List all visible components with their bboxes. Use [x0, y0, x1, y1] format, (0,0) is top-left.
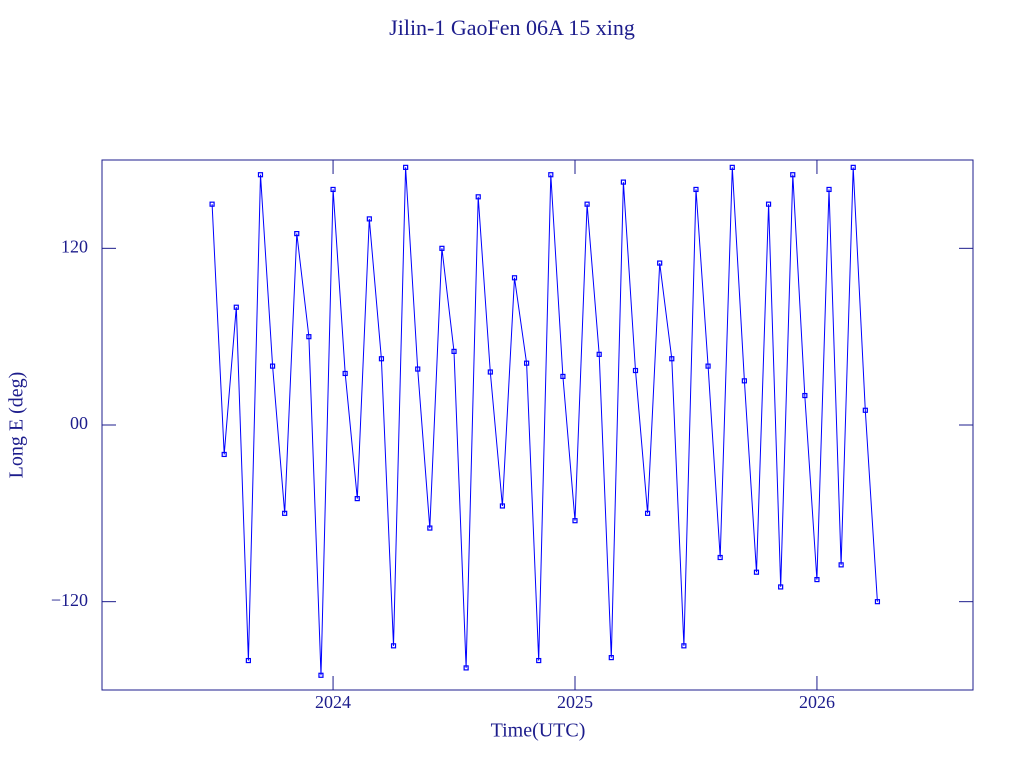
- data-point: [669, 356, 675, 362]
- data-point: [874, 599, 881, 605]
- data-point: [632, 367, 639, 374]
- data-point: [511, 275, 518, 281]
- data-point: [209, 201, 215, 207]
- data-point: [584, 201, 590, 207]
- x-tick-label: 2024: [315, 692, 351, 712]
- data-point: [753, 569, 760, 575]
- data-point: [826, 186, 832, 193]
- data-point: [463, 665, 469, 671]
- data-point: [548, 172, 554, 178]
- data-point: [596, 351, 602, 357]
- data-point: [717, 554, 723, 561]
- data-line: [211, 167, 878, 676]
- data-point: [439, 245, 445, 251]
- data-point: [838, 562, 844, 568]
- data-point: [524, 360, 530, 366]
- data-point: [790, 172, 796, 178]
- data-point: [269, 363, 276, 369]
- data-point: [427, 525, 433, 531]
- data-point: [282, 510, 288, 516]
- data-point: [729, 164, 735, 170]
- data-point: [415, 366, 421, 372]
- y-tick-label: 120: [61, 236, 88, 256]
- data-point: [644, 510, 651, 516]
- data-point: [657, 260, 663, 266]
- data-point: [499, 503, 506, 509]
- data-point: [681, 643, 687, 649]
- data-point: [802, 392, 808, 399]
- data-point: [221, 451, 227, 458]
- y-tick-label: −120: [51, 590, 88, 610]
- data-point: [536, 657, 542, 664]
- data-point: [862, 407, 868, 413]
- data-point: [741, 378, 747, 384]
- data-point: [475, 194, 481, 200]
- data-point: [403, 164, 409, 170]
- chart-title: Jilin-1 GaoFen 06A 15 xing: [389, 15, 635, 40]
- data-point: [705, 363, 711, 369]
- data-point: [257, 172, 264, 178]
- data-point: [693, 186, 699, 193]
- data-point: [560, 373, 566, 380]
- data-point: [366, 216, 372, 222]
- data-point: [608, 655, 614, 661]
- data-point: [620, 179, 626, 185]
- data-point: [294, 231, 300, 237]
- y-tick-label: 00: [70, 413, 88, 433]
- x-axis-label: Time(UTC): [491, 720, 586, 742]
- x-tick-label: 2025: [557, 692, 593, 712]
- data-point: [451, 348, 457, 354]
- data-point: [306, 334, 312, 340]
- data-point: [330, 186, 336, 193]
- data-point: [318, 672, 324, 678]
- data-point: [814, 576, 820, 583]
- data-point: [765, 201, 772, 207]
- plot-frame: [101, 159, 974, 691]
- data-point: [572, 518, 578, 524]
- data-point: [850, 164, 856, 170]
- x-tick-label: 2026: [799, 692, 835, 712]
- data-point: [233, 304, 239, 310]
- data-point: [390, 643, 397, 649]
- y-axis-label: Long E (deg): [6, 372, 28, 479]
- data-point: [354, 496, 360, 502]
- data-point: [342, 370, 348, 377]
- data-point: [378, 356, 385, 362]
- data-point: [245, 657, 251, 664]
- data-point: [778, 584, 784, 590]
- data-point: [487, 369, 493, 375]
